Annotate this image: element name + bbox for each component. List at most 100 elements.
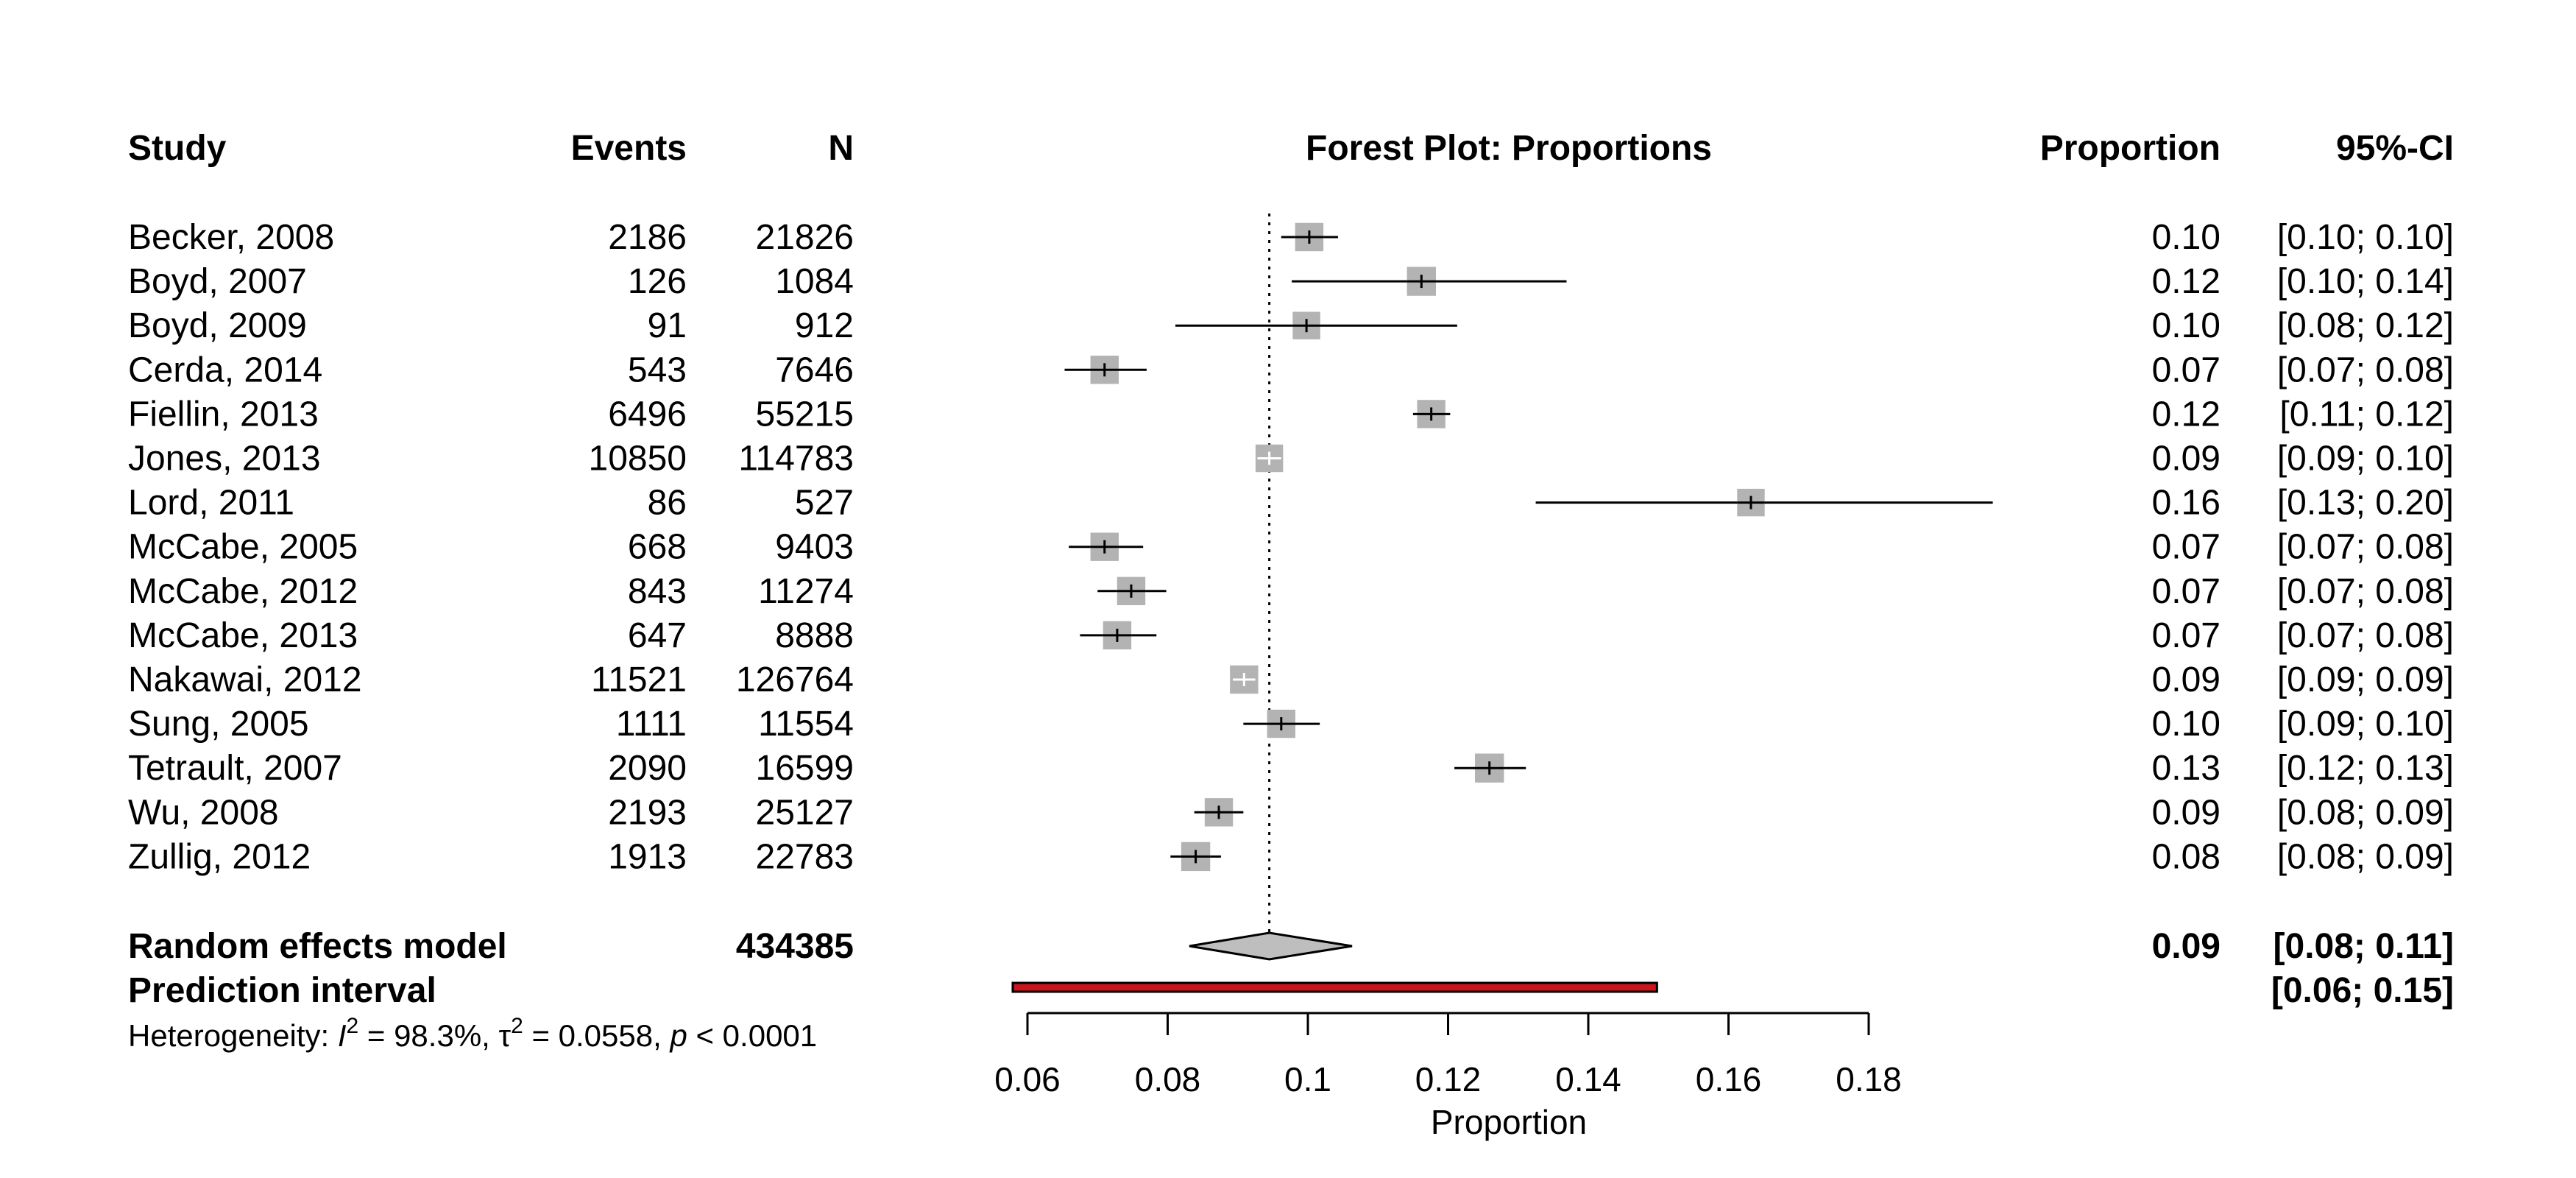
study-name: Jones, 2013 (128, 440, 321, 479)
x-tick-label: 0.12 (1415, 1060, 1482, 1098)
study-ci: [0.07; 0.08] (2277, 572, 2454, 611)
study-name: Wu, 2008 (128, 793, 279, 832)
study-ci: [0.09; 0.10] (2277, 705, 2454, 744)
study-proportion: 0.10 (2152, 705, 2221, 744)
prediction-interval-bar (1011, 981, 1658, 993)
random-effects-label: Random effects model (128, 927, 507, 966)
study-n: 114783 (738, 440, 854, 479)
heterogeneity-text: Heterogeneity: I2 = 98.3%, τ2 = 0.0558, … (128, 1014, 817, 1053)
study-n: 11554 (758, 705, 854, 744)
random-effects-proportion: 0.09 (2152, 927, 2221, 966)
x-tick-label: 0.08 (1135, 1060, 1201, 1098)
study-events: 11521 (591, 660, 687, 699)
study-ci: [0.11; 0.12] (2279, 395, 2454, 434)
study-name: Becker, 2008 (128, 218, 334, 257)
header-events: Events (571, 129, 687, 168)
study-name: Sung, 2005 (128, 705, 309, 744)
study-n: 8888 (775, 616, 854, 655)
study-ci: [0.08; 0.09] (2277, 793, 2454, 832)
x-tick-label: 0.06 (994, 1060, 1061, 1098)
study-name: Nakawai, 2012 (128, 660, 362, 699)
study-proportion: 0.13 (2152, 749, 2221, 788)
study-ci: [0.07; 0.08] (2277, 350, 2454, 389)
study-ci: [0.07; 0.08] (2277, 616, 2454, 655)
study-proportion: 0.16 (2152, 484, 2221, 523)
study-name: McCabe, 2013 (128, 616, 358, 655)
study-proportion: 0.09 (2152, 660, 2221, 699)
study-n: 55215 (756, 395, 854, 434)
x-axis: 0.06 0.08 0.1 0.12 0.14 0.16 0.18 (994, 1012, 1902, 1098)
study-n: 22783 (756, 837, 854, 876)
header-proportion: Proportion (2040, 129, 2221, 168)
study-events: 86 (648, 484, 687, 523)
study-ci: [0.08; 0.09] (2277, 837, 2454, 876)
study-proportion: 0.07 (2152, 616, 2221, 655)
study-events: 843 (628, 572, 687, 611)
plot-marks (1011, 214, 1993, 993)
study-name: Fiellin, 2013 (128, 395, 319, 434)
study-ci: [0.08; 0.12] (2277, 306, 2454, 345)
header-n: N (828, 129, 854, 168)
study-proportion: 0.09 (2152, 793, 2221, 832)
study-n: 21826 (756, 218, 854, 257)
study-ci: [0.13; 0.20] (2277, 484, 2454, 523)
random-effects-ci: [0.08; 0.11] (2274, 927, 2454, 966)
study-proportion: 0.07 (2152, 350, 2221, 389)
x-tick-label: 0.16 (1696, 1060, 1762, 1098)
prediction-interval-label: Prediction interval (128, 971, 436, 1010)
study-events: 126 (628, 262, 687, 301)
study-name: Zullig, 2012 (128, 837, 311, 876)
study-n: 25127 (756, 793, 854, 832)
study-ci: [0.10; 0.10] (2277, 218, 2454, 257)
study-name: McCabe, 2005 (128, 528, 358, 567)
study-proportion: 0.08 (2152, 837, 2221, 876)
x-tick-label: 0.18 (1836, 1060, 1902, 1098)
study-proportion: 0.12 (2152, 395, 2221, 434)
header-study: Study (128, 129, 227, 168)
study-events: 2090 (608, 749, 687, 788)
random-effects-diamond (1189, 931, 1353, 961)
study-events: 543 (628, 350, 687, 389)
study-n: 9403 (775, 528, 854, 567)
study-proportion: 0.10 (2152, 306, 2221, 345)
study-name: Boyd, 2009 (128, 306, 307, 345)
study-n: 1084 (775, 262, 854, 301)
x-axis-label: Proportion (1431, 1103, 1587, 1141)
random-effects-n: 434385 (736, 927, 854, 966)
study-events: 2186 (608, 218, 687, 257)
study-name: Cerda, 2014 (128, 350, 322, 389)
study-proportion: 0.09 (2152, 440, 2221, 479)
study-n: 16599 (756, 749, 854, 788)
study-ci: [0.09; 0.09] (2277, 660, 2454, 699)
study-events: 6496 (608, 395, 687, 434)
study-n: 912 (795, 306, 854, 345)
study-n: 11274 (758, 572, 854, 611)
header-ci: 95%-CI (2336, 129, 2454, 168)
study-events: 668 (628, 528, 687, 567)
study-name: Boyd, 2007 (128, 262, 307, 301)
study-events: 647 (628, 616, 687, 655)
study-events: 10850 (589, 440, 687, 479)
study-name: McCabe, 2012 (128, 572, 358, 611)
chart-title: Forest Plot: Proportions (1306, 129, 1712, 168)
study-ci: [0.12; 0.13] (2277, 749, 2454, 788)
study-name: Lord, 2011 (128, 484, 294, 523)
study-ci: [0.10; 0.14] (2277, 262, 2454, 301)
study-name: Tetrault, 2007 (128, 749, 342, 788)
x-tick-label: 0.14 (1555, 1060, 1621, 1098)
study-n: 126764 (736, 660, 854, 699)
study-ci: [0.09; 0.10] (2277, 440, 2454, 479)
study-events: 91 (648, 306, 687, 345)
study-proportion: 0.07 (2152, 528, 2221, 567)
study-events: 1111 (616, 705, 687, 744)
study-events: 2193 (608, 793, 687, 832)
prediction-interval-ci: [0.06; 0.15] (2271, 971, 2454, 1010)
study-ci: [0.07; 0.08] (2277, 528, 2454, 567)
study-n: 527 (795, 484, 854, 523)
x-tick-label: 0.1 (1284, 1060, 1331, 1098)
study-n: 7646 (775, 350, 854, 389)
study-proportion: 0.12 (2152, 262, 2221, 301)
study-proportion: 0.07 (2152, 572, 2221, 611)
study-events: 1913 (608, 837, 687, 876)
